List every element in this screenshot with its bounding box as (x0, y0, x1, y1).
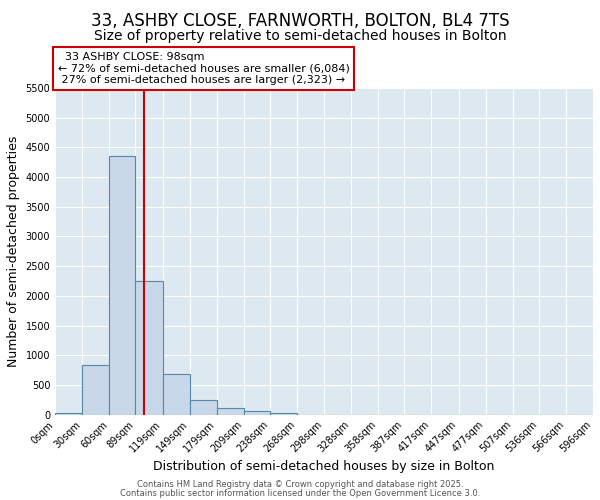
Bar (136, 281, 163, 414)
Bar (217, 408, 244, 414)
Bar (82, 365, 109, 414)
Text: Size of property relative to semi-detached houses in Bolton: Size of property relative to semi-detach… (94, 29, 506, 43)
Bar (244, 411, 270, 414)
Bar (270, 413, 297, 414)
Text: Contains public sector information licensed under the Open Government Licence 3.: Contains public sector information licen… (120, 488, 480, 498)
Text: Contains HM Land Registry data © Crown copyright and database right 2025.: Contains HM Land Registry data © Crown c… (137, 480, 463, 489)
Bar (109, 156, 136, 414)
Text: 33, ASHBY CLOSE, FARNWORTH, BOLTON, BL4 7TS: 33, ASHBY CLOSE, FARNWORTH, BOLTON, BL4 … (91, 12, 509, 30)
Bar (190, 400, 217, 414)
Bar (55, 413, 82, 414)
X-axis label: Distribution of semi-detached houses by size in Bolton: Distribution of semi-detached houses by … (154, 460, 495, 473)
Y-axis label: Number of semi-detached properties: Number of semi-detached properties (7, 136, 20, 367)
Bar (163, 374, 190, 414)
Text: 33 ASHBY CLOSE: 98sqm
← 72% of semi-detached houses are smaller (6,084)
 27% of : 33 ASHBY CLOSE: 98sqm ← 72% of semi-deta… (58, 52, 350, 85)
